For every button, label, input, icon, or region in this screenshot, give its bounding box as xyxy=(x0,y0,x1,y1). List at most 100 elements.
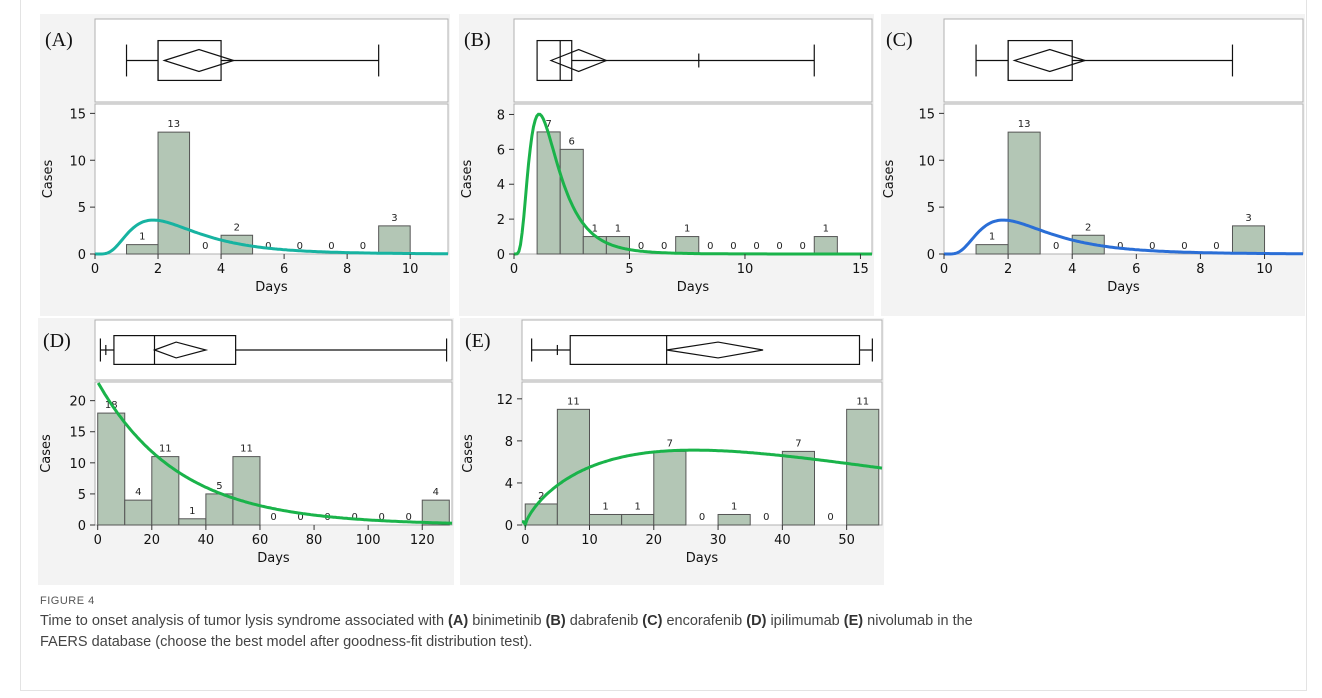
y-tick-label: 20 xyxy=(69,395,86,410)
histogram-bar xyxy=(97,412,126,526)
panel-d: (D) 18 4 11 1 5 11 0 0 0 0 0 0 4 0 20 40 60 80 100 120 Days 0 5… xyxy=(38,318,454,585)
histogram-bar xyxy=(205,493,234,526)
x-axis-label: Days xyxy=(677,280,710,295)
x-tick-label: 8 xyxy=(1196,262,1204,277)
y-tick-label: 4 xyxy=(505,477,513,492)
x-tick-label: 5 xyxy=(625,262,633,277)
fit-curve xyxy=(96,382,453,525)
x-tick-label: 60 xyxy=(252,533,269,548)
y-tick-label: 2 xyxy=(497,213,505,228)
panel-label: (C) xyxy=(886,29,913,51)
bar-count-label: 0 xyxy=(328,241,334,252)
bar-count-label: 0 xyxy=(776,241,782,252)
bar-count-label: 0 xyxy=(661,241,667,252)
bar-count-label: 0 xyxy=(730,241,736,252)
x-tick-label: 15 xyxy=(852,262,869,277)
y-tick-label: 0 xyxy=(78,519,86,534)
bar-count-label: 13 xyxy=(1018,119,1031,130)
bar-count-label: 3 xyxy=(1245,213,1251,224)
histogram-bar xyxy=(124,499,153,526)
bar-count-label: 13 xyxy=(167,119,180,130)
y-tick-label: 15 xyxy=(918,107,935,122)
panel-label: (B) xyxy=(464,29,491,51)
bar-count-label: 0 xyxy=(1181,241,1187,252)
bar-count-label: 0 xyxy=(265,241,271,252)
x-tick-label: 0 xyxy=(521,533,529,548)
y-axis-label: Cases xyxy=(39,434,54,473)
bar-count-label: 0 xyxy=(297,241,303,252)
boxplot-box xyxy=(157,39,222,82)
x-tick-label: 10 xyxy=(1256,262,1273,277)
bar-count-label: 11 xyxy=(240,444,253,455)
bar-count-label: 7 xyxy=(545,119,551,130)
bar-count-label: 1 xyxy=(139,232,145,243)
histogram-bar xyxy=(232,456,261,526)
bar-count-label: 2 xyxy=(1085,222,1091,233)
bar-count-label: 7 xyxy=(667,438,673,449)
bar-count-label: 0 xyxy=(378,512,384,523)
y-tick-label: 8 xyxy=(497,108,505,123)
histogram-bar xyxy=(421,499,450,526)
y-tick-label: 0 xyxy=(927,248,935,263)
histogram-bar xyxy=(717,513,751,526)
x-axis-label: Days xyxy=(257,551,290,566)
x-tick-label: 4 xyxy=(1068,262,1076,277)
caption-text-1: Time to onset analysis of tumor lysis sy… xyxy=(40,613,449,629)
caption-text-2: FAERS database (choose the best model af… xyxy=(40,634,533,650)
caption-label-e: (E) xyxy=(843,613,864,629)
bar-count-label: 11 xyxy=(159,444,172,455)
x-tick-label: 2 xyxy=(1004,262,1012,277)
boxplot-box xyxy=(569,335,861,365)
panel-e: (E) 2 11 1 1 7 0 1 0 7 0 11 0 10 20 30 40 50 Days 0 4 8 12 Case… xyxy=(460,318,884,585)
caption-text: Time to onset analysis of tumor lysis sy… xyxy=(40,611,1290,653)
x-tick-label: 20 xyxy=(646,533,663,548)
x-tick-label: 50 xyxy=(838,533,855,548)
y-tick-label: 8 xyxy=(505,435,513,450)
histogram-bar xyxy=(582,236,607,255)
bar-count-label: 0 xyxy=(270,512,276,523)
x-axis-label: Days xyxy=(1107,280,1140,295)
bar-count-label: 0 xyxy=(753,241,759,252)
bar-count-label: 4 xyxy=(433,487,439,498)
x-axis-label: Days xyxy=(255,280,288,295)
x-axis-label: Days xyxy=(686,551,719,566)
x-tick-label: 0 xyxy=(91,262,99,277)
y-tick-label: 5 xyxy=(78,488,86,503)
bar-count-label: 0 xyxy=(1053,241,1059,252)
caption-drug-c: encorafenib xyxy=(662,613,747,629)
y-tick-label: 15 xyxy=(69,107,86,122)
boxplot-mean-diamond xyxy=(152,341,209,359)
y-tick-label: 0 xyxy=(505,519,513,534)
bar-count-label: 0 xyxy=(297,512,303,523)
y-tick-label: 4 xyxy=(497,178,505,193)
panel-a: (A) 1 13 0 2 0 0 0 0 3 0 2 4 6 8 10 Days 0 5 10 15 Cases xyxy=(40,14,450,316)
fit-curve xyxy=(522,448,883,529)
fit-curve xyxy=(514,112,872,256)
histogram-bar xyxy=(556,408,590,526)
bar-count-label: 2 xyxy=(538,491,544,502)
x-tick-label: 120 xyxy=(410,533,435,548)
x-tick-label: 20 xyxy=(144,533,161,548)
bar-count-label: 6 xyxy=(569,136,575,147)
bar-count-label: 0 xyxy=(202,241,208,252)
histogram-bar xyxy=(178,518,207,526)
histogram-bar xyxy=(781,450,816,526)
bar-count-label: 4 xyxy=(135,487,141,498)
bar-count-label: 0 xyxy=(827,512,833,523)
histogram-bar xyxy=(675,236,700,255)
boxplot-mean-diamond xyxy=(162,48,236,73)
figure-frame xyxy=(20,0,1307,691)
y-axis-label: Cases xyxy=(460,159,475,198)
bar-count-label: 1 xyxy=(592,224,598,235)
bar-count-label: 0 xyxy=(406,512,412,523)
y-tick-label: 6 xyxy=(497,143,505,158)
bar-count-label: 0 xyxy=(638,241,644,252)
caption-label-a: (A) xyxy=(448,613,469,629)
y-axis-label: Cases xyxy=(882,159,897,198)
boxplot-mean-diamond xyxy=(1012,48,1088,73)
x-tick-label: 6 xyxy=(280,262,288,277)
